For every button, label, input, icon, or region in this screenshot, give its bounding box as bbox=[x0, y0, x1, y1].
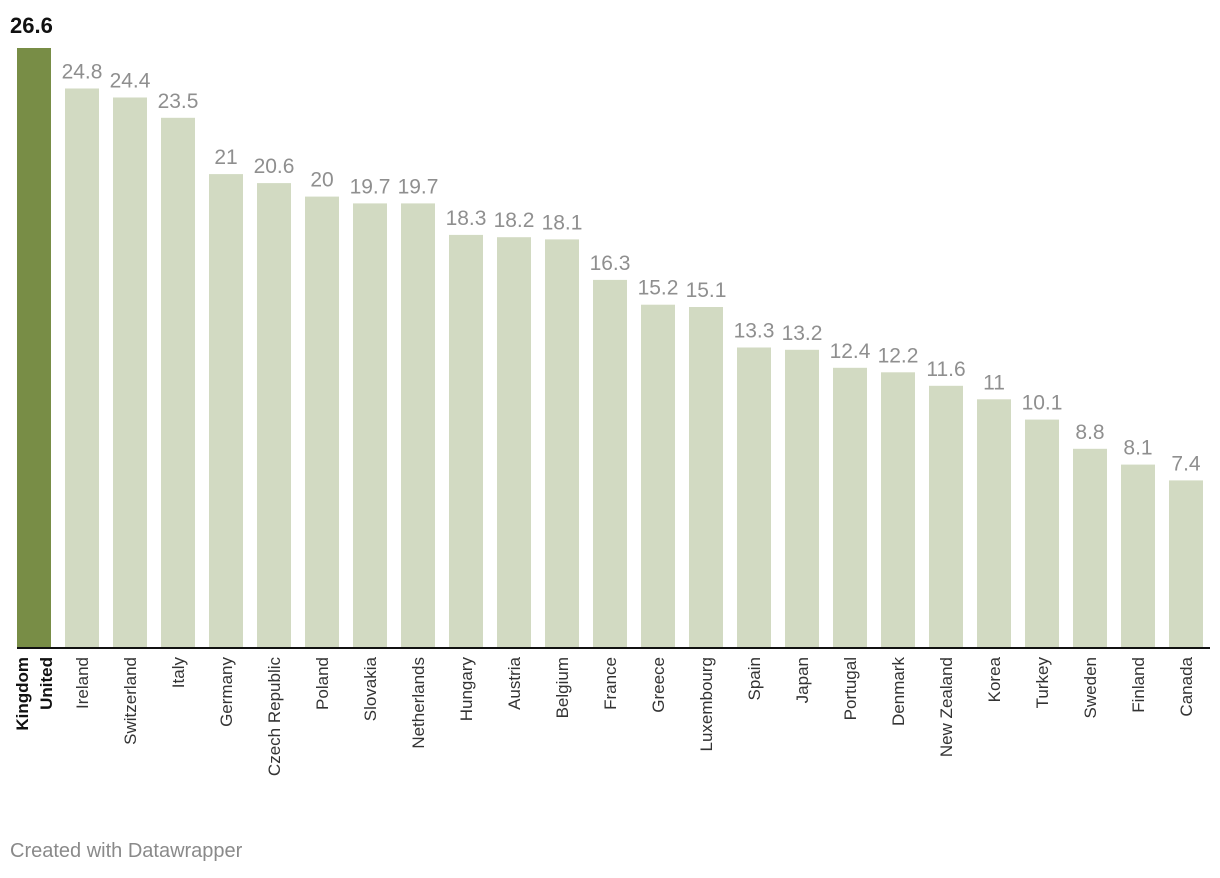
value-label-germany: 21 bbox=[214, 146, 237, 169]
category-label-turkey: Turkey bbox=[1033, 657, 1052, 709]
bar-chart: 26.6 24.8 24.4 23.5 21 20.6 20 19.7 19.7 18.3 18.2… bbox=[10, 13, 1210, 776]
category-label-germany: Germany bbox=[217, 657, 236, 727]
value-label-belgium: 18.1 bbox=[542, 211, 583, 234]
category-label-united-kingdom: UnitedKingdom bbox=[13, 657, 56, 731]
value-label-spain: 13.3 bbox=[734, 320, 775, 343]
category-label-japan: Japan bbox=[793, 657, 812, 703]
category-label-poland: Poland bbox=[313, 657, 332, 710]
value-label-new-zealand: 11.6 bbox=[926, 358, 965, 381]
value-label-slovakia: 19.7 bbox=[350, 175, 391, 198]
category-label-sweden: Sweden bbox=[1081, 657, 1100, 718]
category-label-belgium: Belgium bbox=[553, 657, 572, 718]
category-label-finland: Finland bbox=[1129, 657, 1148, 713]
category-label-czech-republic: Czech Republic bbox=[265, 657, 284, 777]
bar-portugal bbox=[833, 367, 867, 647]
category-label-slovakia: Slovakia bbox=[361, 656, 380, 721]
category-label-canada: Canada bbox=[1177, 656, 1196, 716]
category-label-hungary: Hungary bbox=[457, 657, 476, 722]
value-label-poland: 20 bbox=[310, 169, 333, 192]
bar-hungary bbox=[449, 234, 483, 647]
bar-finland bbox=[1121, 464, 1155, 647]
category-label-ireland: Ireland bbox=[73, 657, 92, 709]
value-label-finland: 8.1 bbox=[1123, 437, 1152, 460]
value-label-japan: 13.2 bbox=[782, 322, 823, 345]
category-label-austria: Austria bbox=[505, 656, 524, 709]
bar-greece bbox=[641, 304, 675, 647]
category-label-portugal: Portugal bbox=[841, 657, 860, 720]
bar-spain bbox=[737, 347, 771, 647]
bar-belgium bbox=[545, 239, 579, 647]
bar-italy bbox=[161, 117, 195, 648]
value-label-france: 16.3 bbox=[590, 252, 631, 275]
category-labels-group: UnitedKingdom Ireland Switzerland Italy Germ… bbox=[13, 656, 1196, 776]
bars-group bbox=[17, 48, 1203, 648]
bar-united-kingdom bbox=[17, 48, 51, 647]
bar-czech-republic bbox=[257, 183, 291, 647]
value-label-turkey: 10.1 bbox=[1022, 392, 1063, 415]
bar-france bbox=[593, 279, 627, 647]
bar-netherlands bbox=[401, 203, 435, 647]
bar-germany bbox=[209, 174, 243, 647]
category-label-spain: Spain bbox=[745, 657, 764, 700]
value-labels-group: 26.6 24.8 24.4 23.5 21 20.6 20 19.7 19.7 18.3 18.2… bbox=[10, 13, 1201, 475]
bar-poland bbox=[305, 196, 339, 647]
value-label-hungary: 18.3 bbox=[446, 207, 487, 230]
value-label-sweden: 8.8 bbox=[1075, 421, 1104, 444]
bar-turkey bbox=[1025, 419, 1059, 647]
category-label-luxembourg: Luxembourg bbox=[697, 657, 716, 752]
value-label-switzerland: 24.4 bbox=[110, 70, 151, 93]
category-label-new-zealand: New Zealand bbox=[937, 657, 956, 757]
bar-switzerland bbox=[113, 97, 147, 647]
value-label-austria: 18.2 bbox=[494, 209, 535, 232]
value-label-luxembourg: 15.1 bbox=[686, 279, 727, 302]
category-label-denmark: Denmark bbox=[889, 657, 908, 726]
bar-austria bbox=[497, 237, 531, 647]
bar-japan bbox=[785, 349, 819, 647]
bar-luxembourg bbox=[689, 307, 723, 647]
value-label-portugal: 12.4 bbox=[830, 340, 871, 363]
value-label-netherlands: 19.7 bbox=[398, 175, 439, 198]
bar-new-zealand bbox=[929, 385, 963, 647]
category-label-france: France bbox=[601, 657, 620, 710]
value-label-czech-republic: 20.6 bbox=[254, 155, 295, 178]
category-label-switzerland: Switzerland bbox=[121, 657, 140, 745]
bar-canada bbox=[1169, 480, 1203, 647]
category-label-greece: Greece bbox=[649, 657, 668, 713]
category-label-korea: Korea bbox=[985, 656, 1004, 702]
value-label-greece: 15.2 bbox=[638, 277, 679, 300]
value-label-italy: 23.5 bbox=[158, 90, 199, 113]
value-label-denmark: 12.2 bbox=[878, 344, 919, 367]
category-label-netherlands: Netherlands bbox=[409, 657, 428, 749]
bar-ireland bbox=[65, 88, 99, 647]
datawrapper-credit: Created with Datawrapper bbox=[10, 840, 243, 862]
value-label-canada: 7.4 bbox=[1171, 452, 1201, 475]
category-label-italy: Italy bbox=[169, 657, 188, 689]
bar-sweden bbox=[1073, 448, 1107, 647]
value-label-korea: 11 bbox=[983, 371, 1005, 394]
bar-korea bbox=[977, 399, 1011, 647]
bar-denmark bbox=[881, 372, 915, 647]
bar-slovakia bbox=[353, 203, 387, 647]
value-label-united-kingdom: 26.6 bbox=[10, 13, 53, 38]
value-label-ireland: 24.8 bbox=[62, 61, 103, 84]
